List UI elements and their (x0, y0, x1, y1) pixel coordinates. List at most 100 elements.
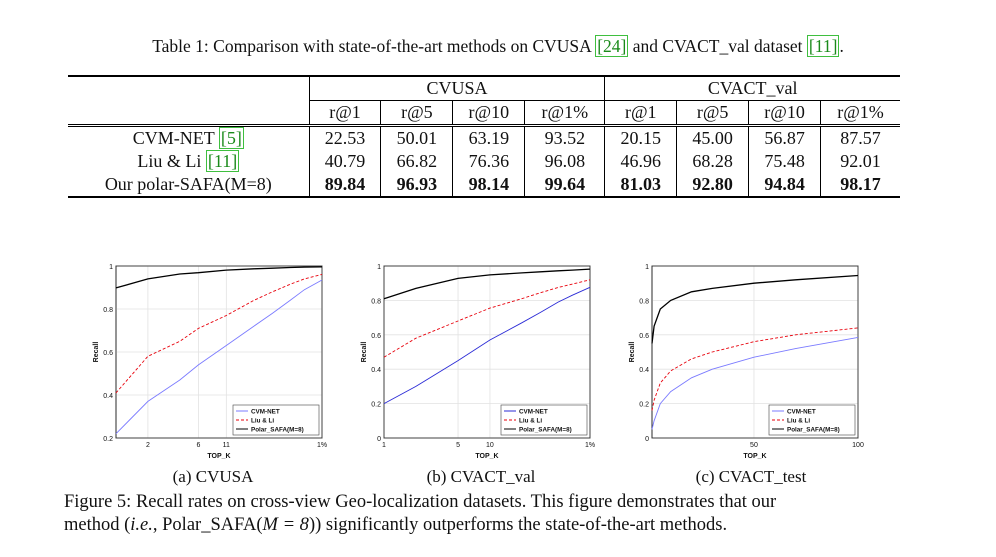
series-line (383, 286, 591, 404)
legend-label: Liu & Li (251, 418, 274, 425)
caption-text: method ( (64, 515, 131, 535)
y-tick-label: 0.8 (103, 307, 113, 314)
column-header: r@10 (748, 100, 822, 126)
column-header: r@5 (380, 100, 454, 126)
y-tick-label: 1 (645, 264, 649, 271)
table-cell: 96.93 (380, 173, 454, 198)
table-cell: 81.03 (604, 173, 678, 198)
table-cell: 56.87 (748, 124, 822, 150)
y-tick-label: 0.4 (371, 367, 381, 374)
y-tick-label: 0 (377, 436, 381, 443)
table-row: CVM-NET [5] 22.53 50.01 63.19 93.52 20.1… (68, 124, 900, 150)
citation-link[interactable]: [24] (595, 35, 629, 57)
x-tick-label: 100 (852, 442, 864, 449)
table-caption-text-c: . (839, 36, 844, 56)
x-tick-label: 6 (196, 442, 200, 449)
table-cell: 46.96 (604, 150, 678, 173)
table-cell: 40.79 (309, 150, 382, 173)
table-row: Liu & Li [11] 40.79 66.82 76.36 96.08 46… (68, 150, 900, 173)
y-tick-label: 0.6 (103, 350, 113, 357)
table-cell: 89.84 (309, 173, 382, 198)
column-header: r@1 (309, 100, 382, 126)
y-tick-label: 0.4 (639, 367, 649, 374)
table-cell: 92.80 (676, 173, 750, 198)
citation-link[interactable]: [11] (205, 150, 240, 172)
table-cell: 98.17 (820, 173, 900, 198)
figure-caption-line1: Figure 5: Recall rates on cross-view Geo… (64, 492, 777, 512)
series-line (115, 279, 323, 435)
table-caption: Table 1: Comparison with state-of-the-ar… (0, 35, 996, 57)
y-axis-label: Recall (361, 342, 368, 363)
table-cell: 22.53 (309, 124, 382, 150)
table-cell: 76.36 (452, 150, 526, 173)
legend-label: CVM-NET (251, 409, 280, 416)
subcaption-a: (a) CVUSA (172, 467, 254, 486)
caption-ie: i.e. (130, 515, 153, 535)
caption-text: , Polar_SAFA( (152, 515, 263, 535)
y-tick-label: 1 (109, 264, 113, 271)
column-header: r@5 (676, 100, 750, 126)
series-line (115, 266, 323, 289)
legend-label: CVM-NET (519, 409, 548, 416)
citation-link[interactable]: [11] (806, 35, 840, 57)
table-cell: 93.52 (524, 124, 606, 150)
y-axis-label: Recall (629, 342, 636, 363)
x-tick-label: 1 (382, 442, 386, 449)
table-cell: 99.64 (524, 173, 606, 198)
subcaption-c: (c) CVACT_test (695, 467, 807, 486)
table-caption-text-a: Comparison with state-of-the-art methods… (213, 36, 596, 56)
table-cell: 75.48 (748, 150, 822, 173)
legend-label: Liu & Li (787, 418, 810, 425)
citation-link[interactable]: [5] (218, 127, 244, 149)
legend-label: Polar_SAFA(M=8) (787, 427, 840, 434)
legend-label: Polar_SAFA(M=8) (519, 427, 572, 434)
table-corner-cell (68, 75, 310, 101)
subcaption-b: (b) CVACT_val (426, 467, 536, 486)
y-tick-label: 1 (377, 264, 381, 271)
recall-chart-cvact-val: 0 0.2 0.4 0.6 0.8 1 1 5 10 1% TOP_K Recall CVM-NET Li… (361, 264, 595, 460)
y-tick-label: 0.6 (371, 333, 381, 340)
series-line (651, 336, 859, 430)
recall-chart-cvusa: 0.2 0.4 0.6 0.8 1 2 6 11 1% TOP_K Recall CVM-NET Liu… (93, 264, 327, 460)
table-cell: 50.01 (380, 124, 454, 150)
group-header-cvact-val: CVACT_val (604, 75, 900, 101)
series-line (651, 274, 859, 344)
table-caption-text-b: and CVACT_val dataset (628, 36, 807, 56)
series-line (383, 268, 591, 300)
plot-frame (115, 265, 323, 439)
x-tick-label: 10 (486, 442, 494, 449)
x-tick-label: 11 (223, 442, 230, 449)
method-name: Liu & Li [11] (68, 150, 310, 173)
legend-label: CVM-NET (787, 409, 816, 416)
column-header: r@1% (820, 100, 900, 126)
table-cell: 94.84 (748, 173, 822, 198)
y-tick-label: 0.8 (371, 298, 381, 305)
x-tick-label: 1% (317, 442, 327, 449)
series-line (383, 279, 591, 358)
table-cell: 63.19 (452, 124, 526, 150)
x-tick-label: 2 (146, 442, 150, 449)
y-tick-label: 0.6 (639, 333, 649, 340)
table-group-header-row: CVUSA CVACT_val (68, 75, 900, 101)
series-line (651, 327, 859, 411)
column-header: r@1 (604, 100, 678, 126)
caption-text: )) significantly outperforms the state-o… (308, 515, 728, 535)
figure-caption: Figure 5: Recall rates on cross-view Geo… (64, 491, 924, 537)
results-table: CVUSA CVACT_val r@1 r@5 r@10 r@1% r@1 r@… (68, 75, 900, 198)
y-axis-label: Recall (93, 342, 100, 363)
figure-caption-line2: method (i.e., Polar_SAFA(M = 8)) signifi… (64, 514, 924, 537)
column-header: r@1% (524, 100, 606, 126)
y-tick-label: 0 (645, 436, 649, 443)
method-name: Our polar-SAFA(M=8) (68, 173, 310, 198)
plot-frame (383, 265, 591, 439)
x-tick-label: 50 (750, 442, 758, 449)
y-tick-label: 0.2 (371, 402, 381, 409)
legend-label: Liu & Li (519, 418, 542, 425)
x-axis-label: TOP_K (207, 453, 230, 460)
table-cell: 66.82 (380, 150, 454, 173)
y-tick-label: 0.4 (103, 393, 113, 400)
y-tick-label: 0.2 (639, 402, 649, 409)
group-header-cvusa: CVUSA (309, 75, 606, 101)
table-cell: 45.00 (676, 124, 750, 150)
table-column-header-row: r@1 r@5 r@10 r@1% r@1 r@5 r@10 r@1% (68, 100, 900, 126)
